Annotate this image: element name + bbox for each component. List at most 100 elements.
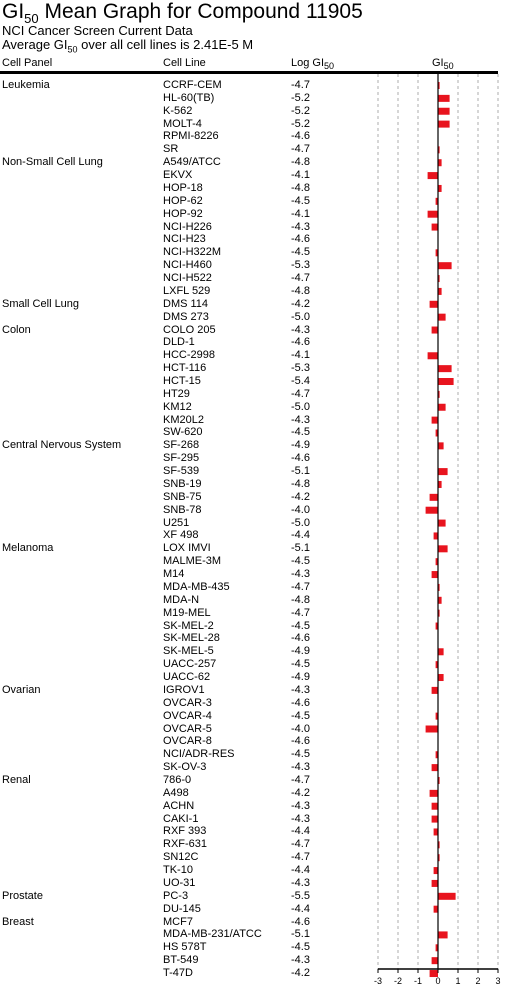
table-row: SNB-19 -4.8	[0, 478, 380, 491]
bar	[438, 468, 448, 476]
log-gi50-value: -4.8	[291, 181, 310, 194]
log-gi50-value: -4.1	[291, 169, 310, 182]
table-row: Prostate PC-3 -5.5	[0, 890, 380, 903]
table-row: SK-OV-3 -4.3	[0, 761, 380, 774]
bar	[438, 262, 452, 270]
table-row: DMS 273 -5.0	[0, 311, 380, 324]
log-gi50-value: -4.1	[291, 207, 310, 220]
average-pre: Average GI	[2, 37, 68, 52]
bar	[431, 686, 438, 694]
cell-line-label: DMS 273	[163, 310, 209, 323]
bar	[438, 365, 452, 373]
log-gi50-value: -4.0	[291, 722, 310, 735]
table-row: OVCAR-8 -4.6	[0, 735, 380, 748]
bar	[431, 764, 438, 772]
log-gi50-value: -4.5	[291, 555, 310, 568]
table-row: M19-MEL -4.7	[0, 607, 380, 620]
cell-line-label: A549/ATCC	[163, 156, 221, 169]
header-log-subscript: 50	[324, 61, 335, 72]
table-row: SK-MEL-28 -4.6	[0, 632, 380, 645]
table-row: Ovarian IGROV1 -4.3	[0, 684, 380, 697]
cell-line-label: HCT-116	[163, 362, 207, 375]
header-log-main: Log GI	[291, 57, 325, 69]
title-main: GI	[2, 0, 25, 23]
bar	[427, 210, 438, 218]
log-gi50-value: -4.6	[291, 233, 310, 246]
header-cell-line: Cell Line	[163, 57, 206, 69]
log-gi50-value: -4.5	[291, 426, 310, 439]
cell-line-label: CCRF-CEM	[163, 79, 222, 91]
header-gi-subscript: 50	[443, 61, 454, 72]
log-gi50-value: -5.1	[291, 465, 310, 478]
bar	[438, 931, 448, 939]
cell-line-label: HCC-2998	[163, 349, 215, 362]
cell-line-label: NCI-H522	[163, 272, 212, 285]
cell-line-label: DU-145	[163, 902, 201, 915]
log-gi50-value: -4.3	[291, 761, 310, 774]
header-log-gi50: Log GI50	[291, 57, 334, 71]
x-tick-label: -2	[394, 976, 402, 986]
log-gi50-value: -5.3	[291, 362, 310, 375]
cell-line-label: MDA-MB-435	[163, 580, 230, 593]
bar	[431, 416, 438, 424]
bar	[438, 892, 456, 900]
cell-line-label: HOP-92	[163, 207, 203, 220]
table-row: HOP-92 -4.1	[0, 208, 380, 221]
cell-line-label: HT29	[163, 387, 190, 400]
log-gi50-value: -4.0	[291, 503, 310, 516]
cell-panel-label: Ovarian	[2, 683, 41, 696]
cell-line-label: COLO 205	[163, 323, 216, 336]
cell-line-label: CAKI-1	[163, 812, 199, 825]
cell-line-label: OVCAR-3	[163, 696, 212, 709]
bar	[431, 815, 438, 823]
bar	[429, 970, 438, 978]
table-row: XF 498 -4.4	[0, 529, 380, 542]
cell-panel-label: Central Nervous System	[2, 439, 122, 452]
cell-line-label: HCT-15	[163, 375, 201, 387]
log-gi50-value: -4.9	[291, 671, 310, 684]
log-gi50-value: -4.3	[291, 799, 310, 812]
log-gi50-value: -4.8	[291, 477, 310, 490]
cell-line-label: MALME-3M	[163, 555, 222, 568]
bar	[431, 223, 438, 231]
table-row: RPMI-8226 -4.6	[0, 130, 380, 143]
average-post: over all cell lines is 2.41E-5 M	[77, 37, 254, 52]
cell-line-label: UACC-62	[163, 671, 211, 684]
log-gi50-value: -4.5	[291, 658, 310, 671]
log-gi50-value: -4.6	[291, 735, 310, 748]
cell-line-label: SK-MEL-2	[163, 619, 214, 632]
table-row: TK-10 -4.4	[0, 864, 380, 877]
cell-panel-label: Colon	[2, 323, 31, 336]
x-tick-label: -1	[414, 976, 422, 986]
title-rest: Mean Graph for Compound 11905	[38, 0, 363, 23]
table-row: HCT-15 -5.4	[0, 375, 380, 388]
table-row: SF-295 -4.6	[0, 452, 380, 465]
cell-line-label: IGROV1	[163, 683, 205, 696]
bar	[438, 480, 442, 488]
log-gi50-value: -4.3	[291, 413, 310, 426]
log-gi50-value: -4.3	[291, 683, 310, 696]
log-gi50-value: -4.1	[291, 349, 310, 362]
bar	[438, 545, 448, 553]
table-row: ACHN -4.3	[0, 800, 380, 813]
log-gi50-value: -5.1	[291, 542, 310, 555]
log-gi50-value: -5.0	[291, 516, 310, 529]
table-row: HOP-62 -4.5	[0, 195, 380, 208]
cell-panel-label: Small Cell Lung	[2, 297, 80, 310]
bar	[435, 197, 438, 205]
cell-line-label: NCI-H226	[163, 220, 212, 233]
cell-line-label: KM20L2	[163, 413, 204, 426]
table-row: MDA-N -4.8	[0, 594, 380, 607]
table-row: SK-MEL-5 -4.9	[0, 645, 380, 658]
table-row: SK-MEL-2 -4.5	[0, 620, 380, 633]
table-row: BT-549 -4.3	[0, 954, 380, 967]
table-row: DU-145 -4.4	[0, 903, 380, 916]
log-gi50-value: -4.3	[291, 876, 310, 889]
table-row: NCI-H460 -5.3	[0, 259, 380, 272]
log-gi50-value: -4.7	[291, 773, 310, 786]
table-row: SR -4.7	[0, 143, 380, 156]
bar	[435, 944, 438, 952]
log-gi50-value: -5.2	[291, 104, 310, 117]
bar	[435, 249, 438, 257]
cell-line-label: OVCAR-5	[163, 722, 212, 735]
